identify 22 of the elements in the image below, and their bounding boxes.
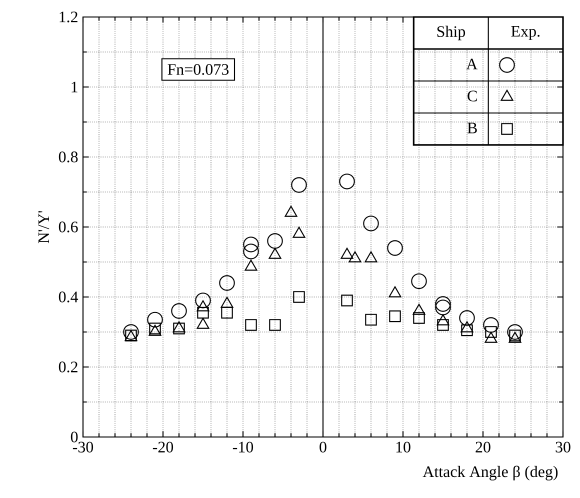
- annotation: Exp.: [511, 26, 540, 40]
- x-tick-label: 10: [396, 442, 410, 452]
- y-tick-label: 1.2: [60, 12, 78, 22]
- x-tick-label: 0: [320, 442, 326, 452]
- y-tick-label: 0.2: [58, 362, 78, 372]
- y-tick-label: 0.8: [58, 152, 78, 162]
- y-axis-title: N'/Y': [38, 211, 50, 244]
- annotation: Fn=0.073: [168, 64, 229, 75]
- y-tick-label: 0: [70, 432, 78, 442]
- legend-title: Ship: [437, 26, 466, 40]
- legend-label: B: [467, 122, 477, 134]
- y-tick-label: 1: [72, 82, 78, 92]
- y-tick-label: 0.4: [58, 292, 78, 302]
- x-axis-title: Attack Angle β (deg): [422, 466, 558, 480]
- x-tick-label: -10: [232, 442, 254, 452]
- x-tick-label: -20: [152, 442, 174, 452]
- x-tick-label: 20: [476, 442, 490, 452]
- legend-label: A: [466, 58, 478, 70]
- y-tick-label: 0.6: [58, 222, 78, 232]
- x-tick-label: -30: [72, 442, 94, 452]
- legend-label: C: [468, 90, 477, 102]
- x-tick-label: 30: [556, 442, 570, 452]
